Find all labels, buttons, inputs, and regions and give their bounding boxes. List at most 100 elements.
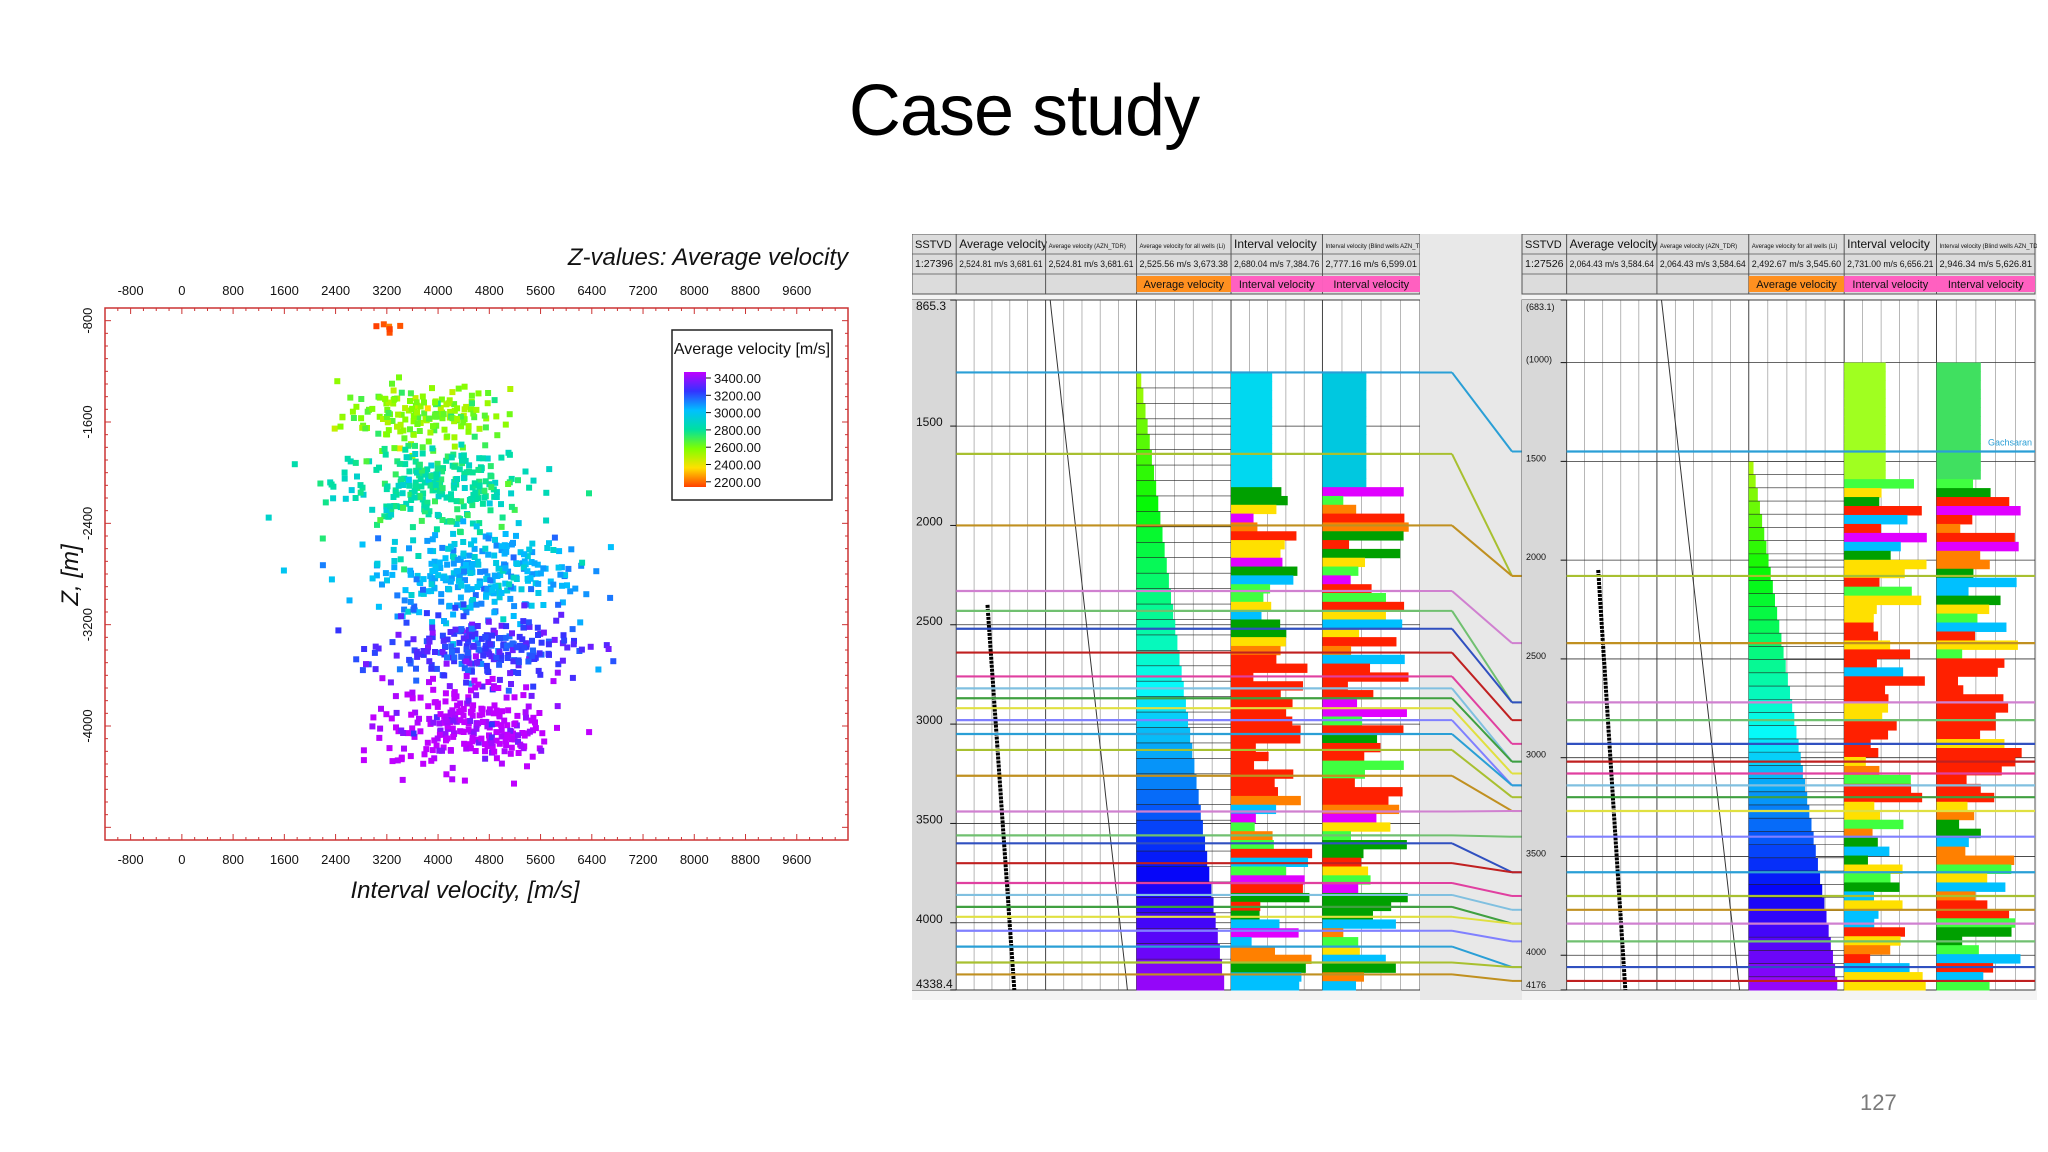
scatter-point — [458, 707, 465, 714]
avg-velocity-fill — [1748, 884, 1823, 898]
scatter-point — [491, 609, 498, 616]
scatter-point — [493, 720, 500, 727]
scatter-point — [451, 401, 458, 408]
scatter-point — [432, 482, 439, 488]
scatter-point — [432, 563, 439, 570]
scatter-point — [486, 500, 493, 507]
scatter-point — [482, 645, 489, 652]
scatter-point — [415, 553, 422, 559]
scatter-point — [369, 506, 376, 513]
scatter-point — [501, 717, 508, 724]
scatter-point — [473, 692, 480, 699]
interval-velocity-fill — [1231, 513, 1254, 523]
interval-velocity-fill — [1231, 866, 1286, 876]
interval-velocity-fill — [1322, 372, 1367, 382]
scatter-point — [391, 538, 398, 545]
scatter-point — [408, 497, 415, 503]
scatter-point — [577, 619, 584, 626]
scatter-point — [543, 489, 550, 496]
scatter-point — [603, 642, 610, 649]
avg-velocity-fill — [1748, 619, 1780, 634]
interval-velocity-fill — [1936, 945, 1979, 955]
scatter-point — [375, 603, 382, 610]
scatter-point — [483, 591, 490, 598]
scatter-point — [479, 711, 486, 718]
scatter-point — [426, 508, 433, 515]
interval-velocity-fill — [1844, 676, 1925, 686]
scatter-point — [539, 730, 546, 737]
scatter-point — [369, 723, 376, 730]
scatter-point — [419, 393, 426, 400]
scatter-point — [418, 467, 425, 474]
interval-velocity-fill — [1231, 619, 1281, 629]
avg-velocity-fill — [1136, 418, 1148, 435]
interval-velocity-fill — [1322, 760, 1404, 770]
scatter-point — [498, 501, 504, 508]
scatter-point — [396, 445, 403, 452]
interval-velocity-fill — [1936, 765, 2002, 776]
scatter-point — [491, 685, 497, 692]
scatter-point — [532, 719, 538, 726]
avg-velocity-fill — [1748, 738, 1799, 753]
scatter-point — [381, 513, 388, 520]
interval-velocity-fill — [1936, 586, 1969, 597]
interval-velocity-fill — [1322, 469, 1367, 479]
depth-label: 3000 — [916, 713, 943, 727]
avg-velocity-fill — [1136, 928, 1218, 945]
scatter-point — [363, 661, 369, 668]
scatter-point — [319, 562, 326, 569]
scatter-point — [466, 660, 473, 667]
well-header-label: Interval velocity — [1847, 237, 1930, 251]
scatter-point — [390, 546, 397, 553]
scatter-point — [413, 399, 420, 406]
scatter-point — [541, 738, 548, 745]
scatter-point — [440, 637, 447, 644]
scatter-point — [475, 739, 482, 746]
slide-title: Case study — [848, 71, 1200, 151]
scatter-point — [453, 521, 460, 527]
scatter-point — [425, 438, 432, 445]
legend-label: 3000.00 — [714, 406, 761, 421]
scatter-point — [434, 735, 441, 742]
scatter-point — [420, 576, 427, 583]
scatter-point — [559, 657, 566, 664]
avg-velocity-fill — [1748, 765, 1803, 780]
interval-velocity-fill — [1844, 416, 1886, 426]
scatter-point — [461, 777, 468, 784]
scatter-point — [372, 643, 379, 650]
x-tick-label: 4800 — [475, 283, 504, 298]
scatter-point — [587, 643, 594, 650]
scatter-point — [504, 722, 511, 729]
scatter-point — [417, 580, 424, 586]
scatter-point — [376, 394, 383, 401]
interval-velocity-fill — [1936, 658, 2005, 668]
scatter-point — [392, 693, 399, 700]
scatter-point — [363, 458, 370, 465]
well-header-value: 2,680.04 m/s 7,384.76 — [1234, 259, 1319, 269]
scatter-point — [461, 416, 468, 423]
scatter-point — [475, 561, 482, 568]
scatter-point — [463, 643, 470, 650]
scatter-point — [513, 576, 520, 582]
scatter-point — [488, 473, 495, 480]
scatter-point — [494, 432, 501, 439]
scatter-point — [390, 494, 397, 500]
scatter-point — [465, 423, 472, 430]
horizon-label: Gachsaran — [1988, 437, 2032, 447]
depth-column — [1522, 300, 1567, 990]
scatter-point — [395, 631, 402, 638]
scatter-point — [339, 414, 346, 421]
scatter-point — [444, 636, 451, 643]
scatter-point — [487, 507, 494, 514]
x-tick-label: 2400 — [321, 852, 350, 867]
scatter-point — [545, 641, 552, 648]
scatter-point — [434, 511, 441, 518]
scatter-point — [451, 630, 458, 637]
interval-velocity-fill — [1936, 694, 2004, 704]
scatter-point — [460, 419, 467, 426]
scatter-point — [417, 403, 424, 410]
scatter-point — [429, 629, 436, 636]
scatter-point — [440, 465, 446, 472]
scatter-point — [481, 487, 488, 494]
scatter-point — [390, 400, 397, 407]
